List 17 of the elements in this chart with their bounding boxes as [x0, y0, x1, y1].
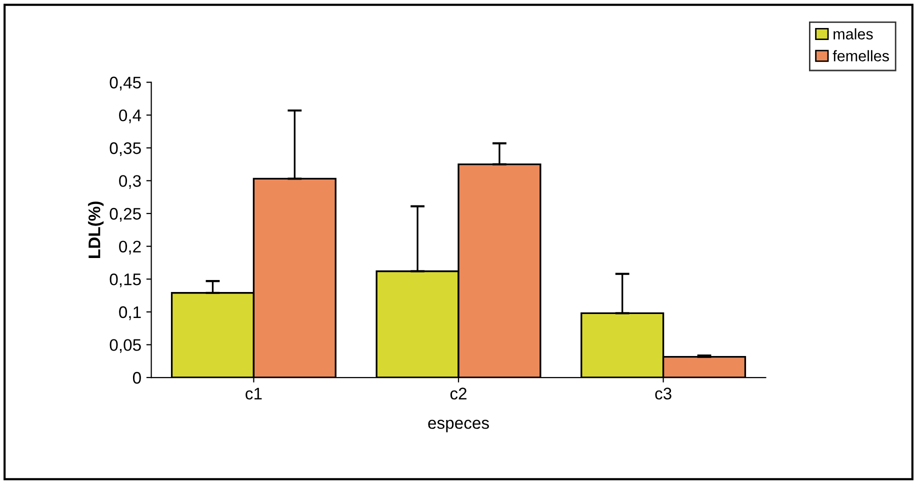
y-tick-label: 0,35 [110, 142, 141, 156]
y-tick-label: 0,25 [110, 208, 141, 222]
x-tick-label: c3 [655, 388, 672, 400]
y-tick-label: 0,3 [119, 175, 141, 189]
legend-label: femelles [832, 50, 889, 62]
y-axis-title: LDL(%) [88, 202, 104, 258]
y-tick-label: 0,15 [110, 274, 141, 288]
y-tick-label: 0,1 [119, 306, 141, 320]
legend-label: males [834, 28, 873, 40]
y-tick-label: 0 [132, 372, 141, 384]
x-tick-label: c1 [246, 388, 262, 400]
y-tick-label: 0,4 [119, 109, 142, 124]
y-tick-label: 0,2 [119, 240, 141, 254]
x-axis-title: especes [428, 420, 489, 432]
y-tick-label: 0,45 [110, 76, 141, 90]
y-tick-label: 0,05 [110, 339, 141, 353]
x-tick-label: c2 [450, 388, 466, 400]
